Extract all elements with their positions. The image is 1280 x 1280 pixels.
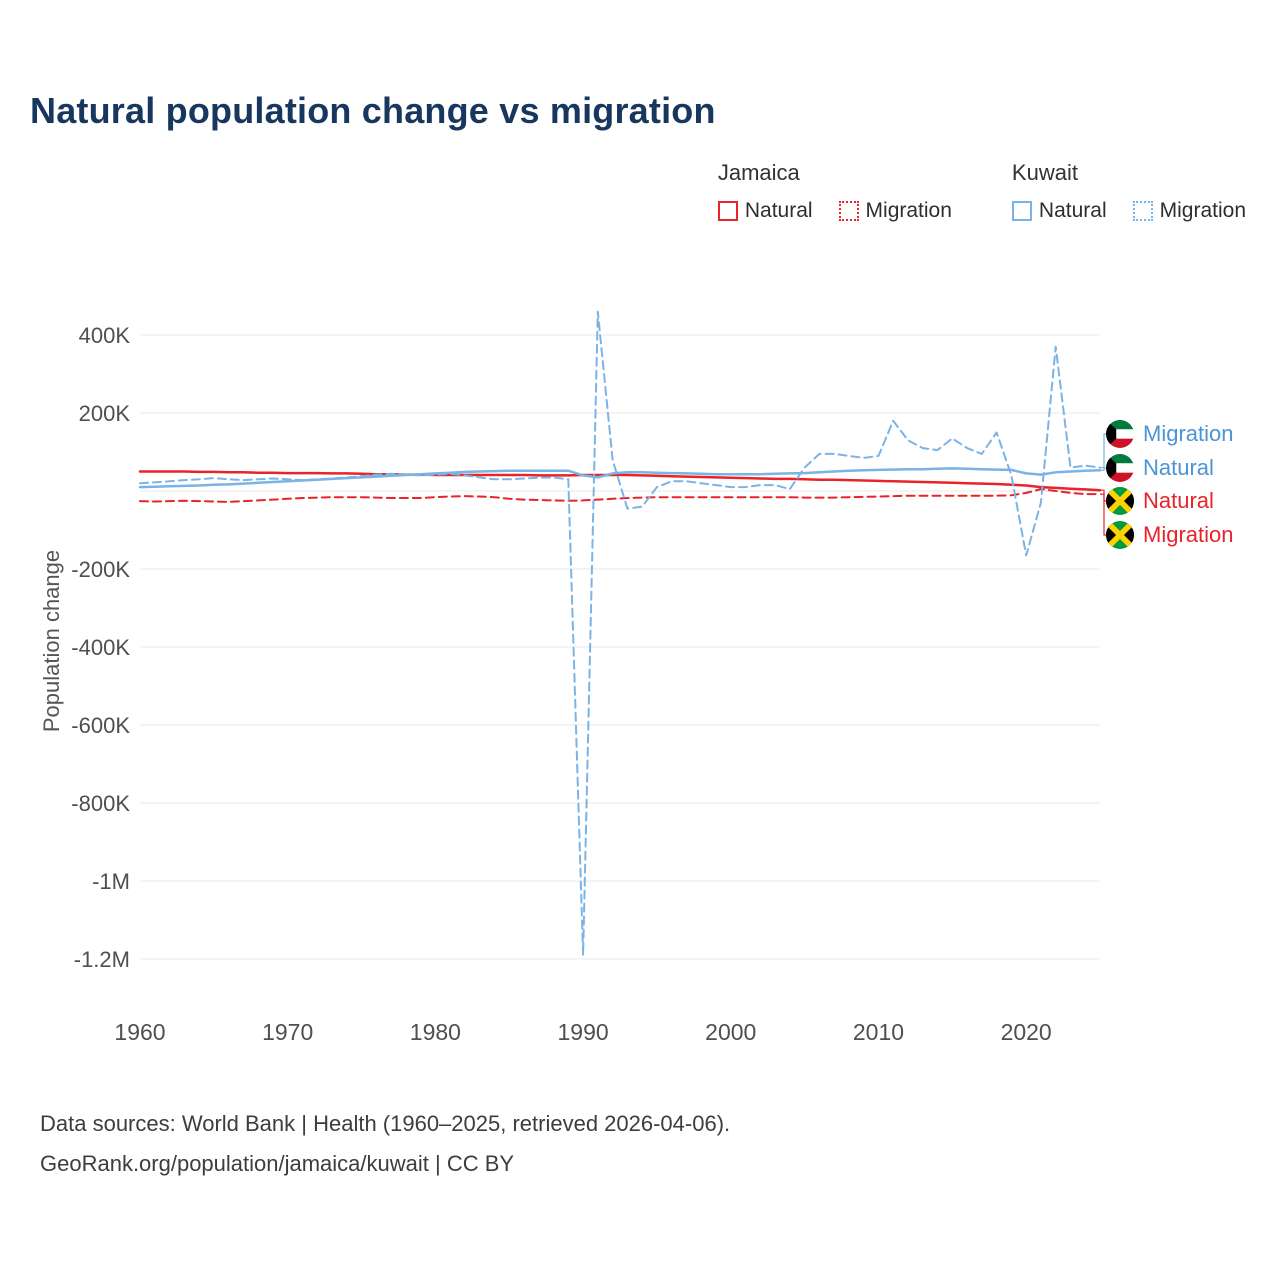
svg-text:1980: 1980 bbox=[410, 1019, 461, 1045]
jamaica-flag-icon bbox=[1106, 521, 1134, 549]
chart-title: Natural population change vs migration bbox=[30, 90, 716, 131]
attribution-line: GeoRank.org/population/jamaica/kuwait | … bbox=[40, 1150, 515, 1176]
series-end-label-text: Natural bbox=[1143, 488, 1214, 513]
dashed-line-swatch-icon bbox=[838, 201, 859, 221]
legend-label: Migration bbox=[865, 199, 952, 222]
svg-text:200K: 200K bbox=[79, 401, 131, 426]
svg-text:-1M: -1M bbox=[92, 869, 130, 894]
kuwait-flag-icon bbox=[1106, 454, 1134, 482]
series-end-label-text: Migration bbox=[1143, 421, 1234, 446]
solid-line-swatch-icon bbox=[717, 201, 738, 221]
svg-text:-200K: -200K bbox=[71, 557, 130, 582]
kuwait-flag-icon bbox=[1106, 420, 1134, 448]
legend-item-kuwait-migration: Migration bbox=[1132, 199, 1246, 223]
data-sources-line: Data sources: World Bank | Health (1960–… bbox=[40, 1111, 731, 1136]
legend-item-kuwait-natural: Natural bbox=[1011, 199, 1107, 223]
legend-group-jamaica: Jamaica Natural Migration bbox=[717, 160, 952, 223]
legend: Jamaica Natural Migration Kuwait Natural… bbox=[717, 160, 1246, 223]
legend-items-kuwait: Natural Migration bbox=[1011, 199, 1246, 223]
legend-label: Natural bbox=[1038, 199, 1107, 222]
svg-text:2010: 2010 bbox=[853, 1019, 904, 1045]
svg-text:-600K: -600K bbox=[71, 713, 130, 738]
chart-footer: Data sources: World Bank | Health (1960–… bbox=[40, 1104, 730, 1183]
series-end-label-jamaica-migration: Migration bbox=[1106, 521, 1233, 549]
legend-items-jamaica: Natural Migration bbox=[717, 199, 952, 223]
svg-text:1990: 1990 bbox=[557, 1019, 608, 1045]
legend-label: Natural bbox=[744, 199, 813, 222]
series-end-label-text: Natural bbox=[1143, 455, 1214, 480]
legend-item-jamaica-natural: Natural bbox=[717, 199, 813, 223]
y-axis-title: Population change bbox=[39, 549, 64, 733]
svg-text:-400K: -400K bbox=[71, 635, 130, 660]
legend-item-jamaica-migration: Migration bbox=[838, 199, 952, 223]
jamaica-flag-icon bbox=[1106, 487, 1134, 515]
series-end-label-kuwait-migration: Migration bbox=[1106, 420, 1233, 448]
legend-label: Migration bbox=[1159, 199, 1246, 222]
svg-text:-800K: -800K bbox=[71, 791, 130, 816]
svg-text:1970: 1970 bbox=[262, 1019, 313, 1045]
svg-text:1960: 1960 bbox=[114, 1019, 165, 1045]
series-end-label-jamaica-natural: Natural bbox=[1106, 487, 1214, 515]
solid-line-swatch-icon bbox=[1011, 201, 1032, 221]
svg-text:-1.2M: -1.2M bbox=[74, 947, 130, 972]
series-end-label-text: Migration bbox=[1143, 522, 1234, 547]
svg-text:400K: 400K bbox=[79, 323, 131, 348]
series-end-label-kuwait-natural: Natural bbox=[1106, 454, 1214, 482]
legend-group-title-jamaica: Jamaica bbox=[717, 160, 800, 185]
svg-text:2000: 2000 bbox=[705, 1019, 756, 1045]
legend-group-kuwait: Kuwait Natural Migration bbox=[1011, 160, 1246, 223]
dashed-line-swatch-icon bbox=[1132, 201, 1153, 221]
legend-group-title-kuwait: Kuwait bbox=[1011, 160, 1078, 185]
svg-text:2020: 2020 bbox=[1001, 1019, 1052, 1045]
